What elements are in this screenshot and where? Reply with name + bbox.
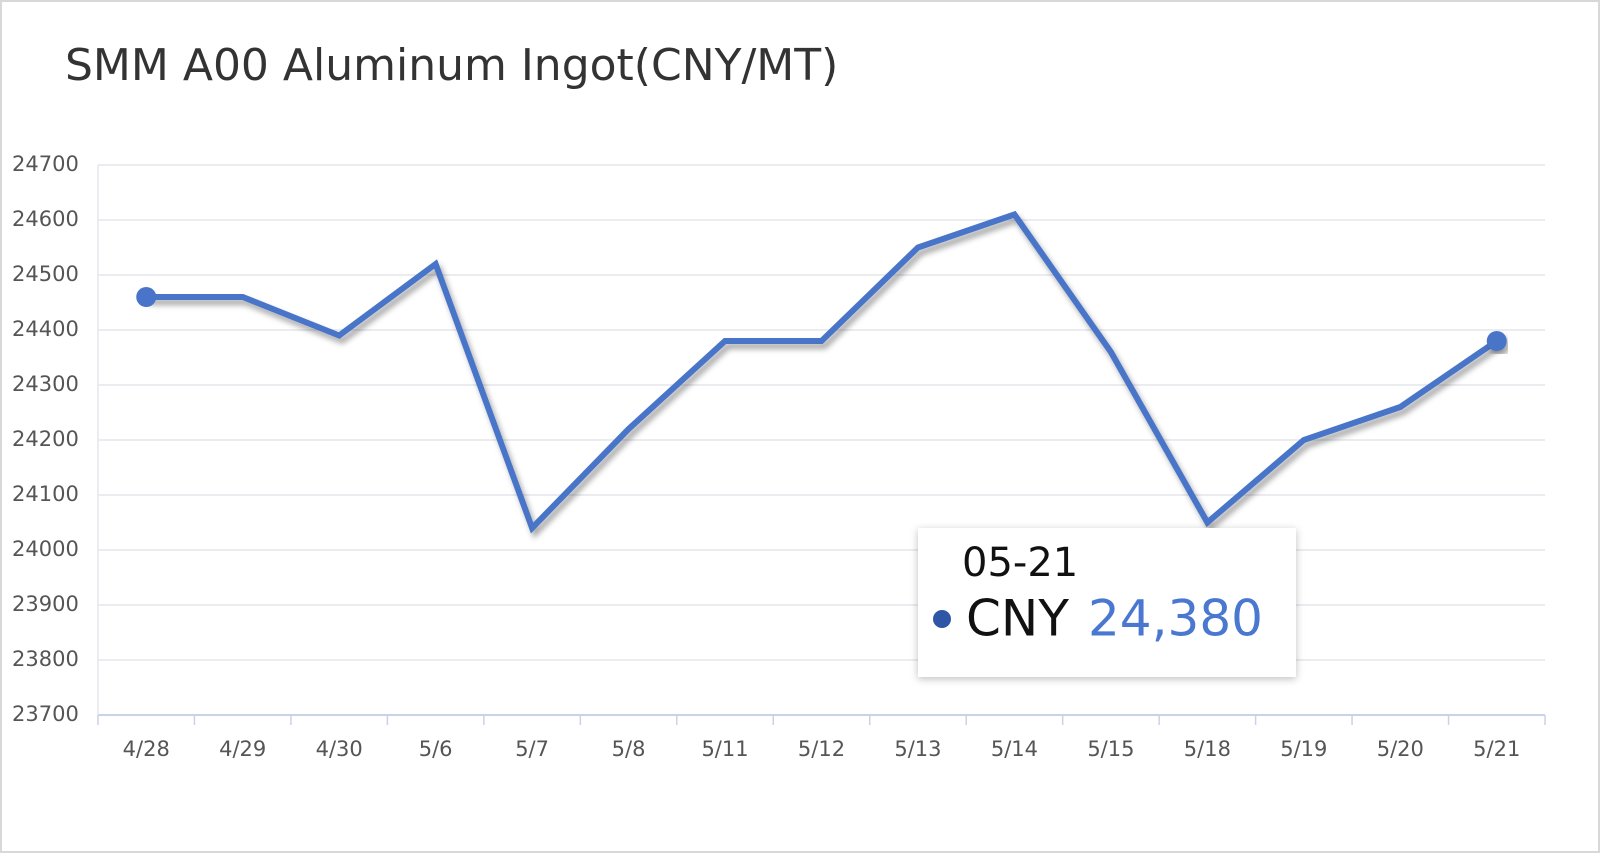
highlight-marker [1486,331,1507,351]
y-tick-label: 24200 [12,427,79,451]
x-tick-label: 4/29 [219,737,266,761]
x-tick-label: 5/11 [701,737,748,761]
x-tick-label: 5/13 [894,737,941,761]
point-marker [136,287,157,307]
y-tick-label: 23900 [12,592,79,616]
x-tick-label: 5/20 [1377,737,1424,761]
tooltip-label: CNY [966,590,1069,648]
y-tick-label: 24500 [12,262,79,286]
x-tick-label: 5/12 [798,737,845,761]
x-tick-label: 5/15 [1087,737,1134,761]
x-tick-label: 5/18 [1184,737,1231,761]
y-tick-label: 24600 [12,207,79,231]
y-tick-label: 24000 [12,537,79,561]
x-tick-label: 5/7 [515,737,549,761]
tooltip-value: 24,380 [1088,590,1263,648]
chart-title: SMM A00 Aluminum Ingot(CNY/MT) [65,40,838,91]
y-tick-label: 24100 [12,482,79,506]
y-tick-label: 24700 [12,152,79,176]
y-tick-label: 23800 [12,647,79,671]
y-tick-label: 24400 [12,317,79,341]
data-line [146,210,1499,534]
x-tick-label: 5/8 [612,737,646,761]
tooltip-title: 05-21 [962,540,1078,586]
y-tick-label: 23700 [12,702,79,726]
x-tick-label: 4/28 [123,737,170,761]
x-tick-label: 5/21 [1473,737,1520,761]
tooltip: 05-21 CNY 24,380 [918,528,1296,677]
y-tick-label: 24300 [12,372,79,396]
x-tick-label: 5/19 [1280,737,1327,761]
x-tick-label: 5/14 [991,737,1038,761]
x-tick-label: 5/6 [419,737,453,761]
tooltip-box [918,528,1296,677]
tooltip-dot [933,610,951,628]
x-tick-label: 4/30 [316,737,363,761]
